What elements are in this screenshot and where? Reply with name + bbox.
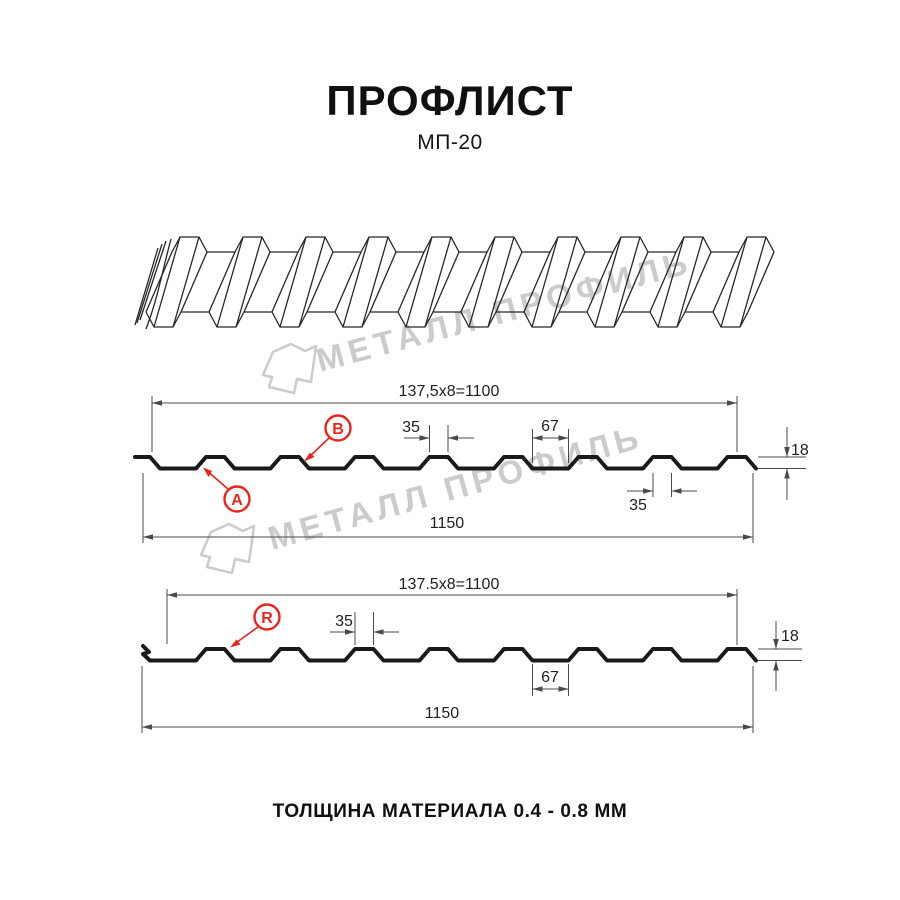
metal-profil-logo-icon: [199, 522, 256, 575]
profile-model-subtitle: МП-20: [417, 131, 482, 154]
dim-label-valley-1: 67: [541, 418, 559, 435]
callout-r: R: [230, 603, 281, 648]
dim-label-height-1: 18: [791, 442, 809, 459]
cross-section-diagram-1: 137,5x8=1100 35 67 35 18 1150 A B: [133, 383, 809, 543]
page-title: ПРОФЛИСТ: [326, 77, 573, 124]
callout-a-circle: [223, 485, 251, 513]
profile2-cross-section: [141, 644, 758, 663]
diagram1-dimension-lines: [142, 396, 806, 543]
dim-label-valley-2: 67: [541, 669, 559, 686]
cross-section-diagram-2: 137.5x8=1100 35 67 18 1150 R: [141, 576, 802, 733]
thickness-note: ТОЛЩИНА МАТЕРИАЛА 0.4 - 0.8 ММ: [273, 801, 628, 822]
dim-label-coverage-width-1: 137,5x8=1100: [399, 383, 500, 400]
metal-profil-logo-icon: [261, 342, 318, 395]
callout-b-letter: B: [332, 421, 344, 438]
dim-label-height-2: 18: [781, 628, 799, 645]
callout-b: B: [304, 414, 352, 462]
callout-b-circle: [324, 414, 352, 442]
callout-r-circle: [253, 603, 281, 631]
sheet-3d-view: [134, 236, 775, 330]
dim-label-total-width-1: 1150: [430, 515, 465, 532]
diagram2-dimension-lines: [141, 589, 802, 733]
watermark-middle: МЕТАЛЛ ПРОФИЛЬ: [199, 418, 647, 575]
callout-a-letter: A: [231, 492, 243, 509]
callout-a: A: [203, 467, 251, 513]
profile1-cross-section: [133, 455, 758, 471]
dim-label-total-width-2: 1150: [425, 705, 460, 722]
dim-label-crest-2: 35: [335, 613, 353, 630]
dim-label-coverage-width-2: 137.5x8=1100: [399, 576, 500, 593]
dim-label-crest-top-1: 35: [402, 419, 420, 436]
callout-r-letter: R: [261, 610, 273, 627]
dim-label-crest-bottom-1: 35: [629, 497, 647, 514]
watermark-brand-text: МЕТАЛЛ ПРОФИЛЬ: [312, 243, 695, 379]
